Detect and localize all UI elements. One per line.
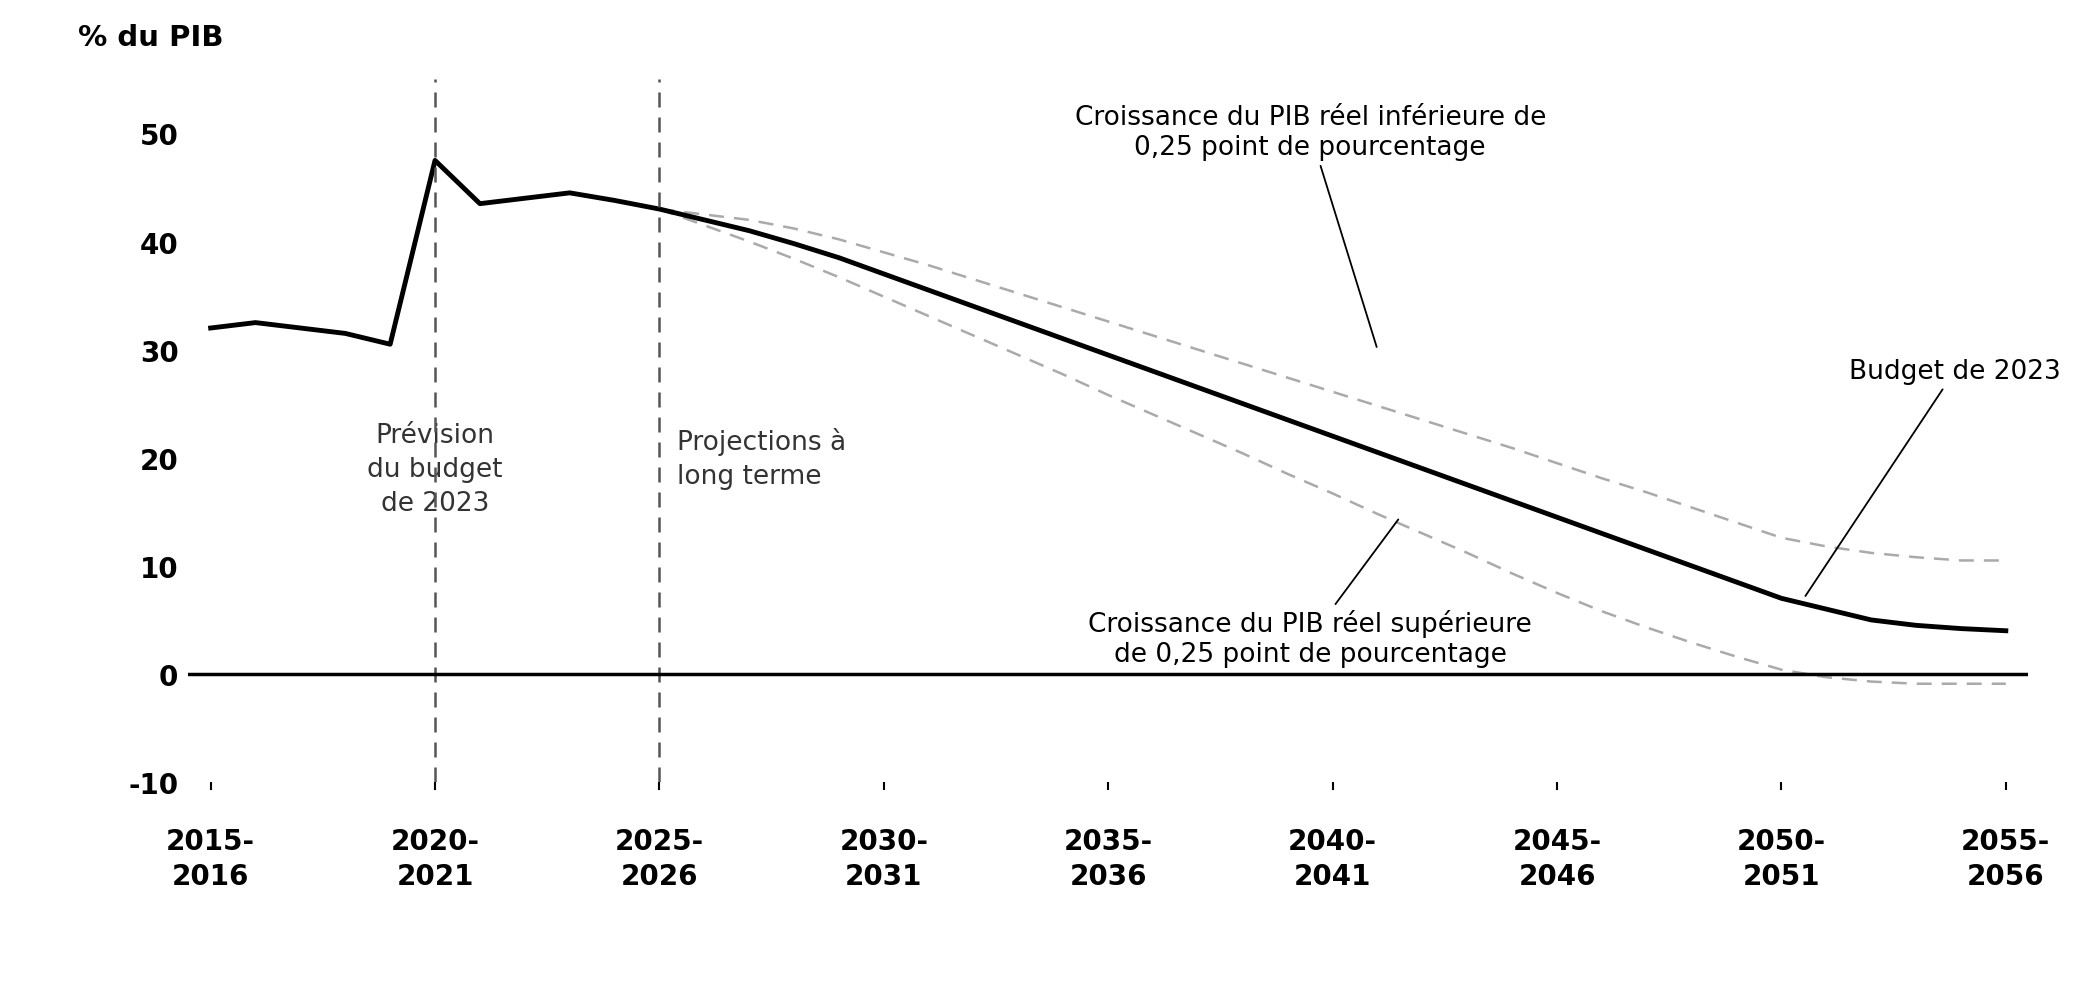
Text: 2025-
2026: 2025- 2026 <box>615 827 705 890</box>
Text: 2045-
2046: 2045- 2046 <box>1512 827 1602 890</box>
Text: Projections à
long terme: Projections à long terme <box>677 427 847 489</box>
Text: Prévision
du budget
de 2023: Prévision du budget de 2023 <box>368 422 502 517</box>
Text: 2030-
2031: 2030- 2031 <box>838 827 928 890</box>
Text: 2055-
2056: 2055- 2056 <box>1961 827 2051 890</box>
Text: 2035-
2036: 2035- 2036 <box>1064 827 1152 890</box>
Text: 2020-
2021: 2020- 2021 <box>391 827 479 890</box>
Text: 2050-
2051: 2050- 2051 <box>1738 827 1825 890</box>
Text: 2015-
2016: 2015- 2016 <box>165 827 255 890</box>
Text: Croissance du PIB réel supérieure
de 0,25 point de pourcentage: Croissance du PIB réel supérieure de 0,2… <box>1087 520 1533 667</box>
Text: 2040-
2041: 2040- 2041 <box>1288 827 1378 890</box>
Text: Budget de 2023: Budget de 2023 <box>1805 359 2060 597</box>
Text: Croissance du PIB réel inférieure de
0,25 point de pourcentage: Croissance du PIB réel inférieure de 0,2… <box>1075 105 1545 348</box>
Text: % du PIB: % du PIB <box>77 24 224 52</box>
